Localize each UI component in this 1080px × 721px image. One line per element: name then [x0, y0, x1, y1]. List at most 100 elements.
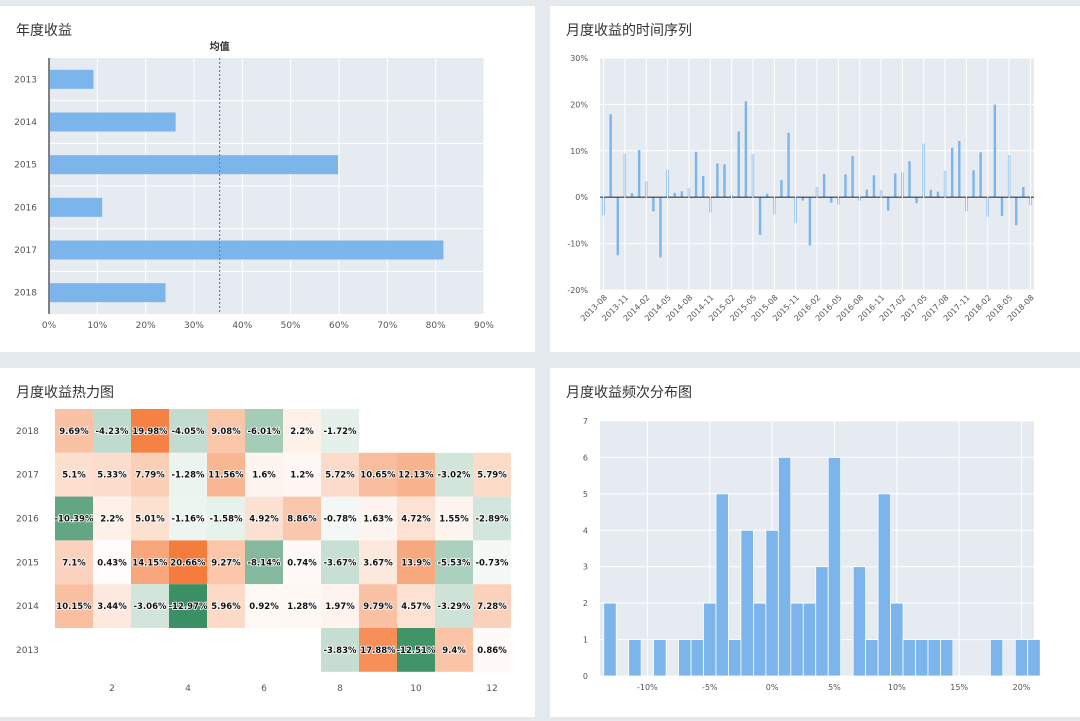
- month-bar: [609, 114, 612, 198]
- histogram-panel: 月度收益频次分布图 0 1 2 3 4 5 6 7 -10% -5% 0% 5% 10% 15% 20%: [550, 368, 1080, 717]
- heat-cell-label: 7.1%: [62, 558, 86, 568]
- month-bar: [659, 197, 662, 258]
- heat-cell: [473, 540, 511, 585]
- heat-cell: [283, 496, 321, 541]
- heat-cell: [207, 540, 245, 585]
- month-bar: [1022, 186, 1025, 198]
- histogram-bar: [877, 493, 891, 677]
- heat-cell: [245, 409, 283, 453]
- y-tick-label: -10%: [567, 240, 588, 249]
- heat-cell: [359, 496, 397, 541]
- heat-cell-label: 0.92%: [249, 602, 279, 612]
- histogram-bar: [1014, 639, 1029, 677]
- histogram-bar: [827, 457, 842, 677]
- month-bar: [680, 191, 684, 198]
- histogram-bar: [628, 639, 642, 677]
- heat-cell: [321, 496, 359, 541]
- heat-cell-label: -4.23%: [95, 427, 128, 437]
- month-bar: [673, 192, 676, 198]
- heat-cell-label: 4.92%: [249, 515, 279, 525]
- heat-cell-label: 11.56%: [208, 471, 244, 481]
- heat-cell: [435, 496, 473, 541]
- heat-cell-label: -6.01%: [247, 427, 280, 437]
- histogram-bar: [852, 566, 867, 677]
- y-tick-label: 30%: [570, 54, 588, 63]
- heat-cell-label: 5.72%: [325, 471, 355, 481]
- heat-cell-label: 5.1%: [62, 471, 86, 481]
- histogram-bar: [728, 639, 742, 677]
- x-tick-label: 8: [337, 684, 343, 694]
- histogram-bar: [690, 639, 704, 677]
- y-tick-label: 2: [583, 599, 588, 608]
- month-bar: [894, 173, 897, 198]
- heat-cell-label: 0.43%: [97, 558, 127, 568]
- heat-cell-label: 1.97%: [325, 602, 355, 612]
- heat-cell-label: 12.13%: [398, 471, 434, 481]
- heat-cell: [93, 452, 131, 497]
- heat-cell-label: 9.4%: [442, 646, 466, 656]
- y-tick-label: 2015: [14, 161, 37, 171]
- heat-cell: [245, 540, 283, 585]
- heat-cell: [359, 584, 397, 628]
- heat-cell: [321, 409, 359, 453]
- month-bar: [979, 152, 982, 198]
- heat-cell: [93, 540, 131, 585]
- month-bar: [865, 189, 869, 198]
- heat-cell-label: 2.2%: [100, 515, 124, 525]
- year-bar: [50, 283, 166, 303]
- heat-cell: [397, 496, 435, 541]
- heat-cell-label: 0.74%: [287, 558, 317, 568]
- x-tick-label: 0%: [42, 321, 57, 331]
- y-tick-label: 2017: [14, 246, 37, 256]
- x-tick-label: 20%: [136, 321, 156, 331]
- month-bar: [929, 189, 933, 198]
- heat-cell: [435, 628, 473, 672]
- heat-cell-label: -0.73%: [475, 558, 508, 568]
- x-tick-label: 80%: [426, 321, 446, 331]
- heat-cell: [435, 452, 473, 497]
- month-bar: [830, 197, 833, 203]
- heat-cell: [55, 496, 93, 541]
- heat-cell-label: -3.02%: [437, 471, 470, 481]
- y-tick-label: 7: [583, 417, 588, 426]
- x-tick-label: 30%: [184, 321, 204, 331]
- monthly-series-chart: 30%20%10%0%-10%-20%2013-082013-112014-02…: [567, 54, 1036, 323]
- heat-cell: [473, 452, 511, 497]
- month-bar: [765, 193, 769, 198]
- heat-cell: [321, 452, 359, 497]
- month-bar: [630, 193, 634, 198]
- heat-cell-label: -3.29%: [437, 602, 470, 612]
- x-tick-label: 6: [261, 684, 267, 694]
- month-bar: [950, 147, 954, 198]
- x-tick-label: 20%: [1013, 683, 1031, 692]
- month-bar: [1000, 197, 1004, 216]
- heat-cell-label: 1.28%: [287, 602, 317, 612]
- heat-cell: [283, 452, 321, 497]
- histogram-bar: [915, 639, 929, 677]
- heat-cell: [131, 452, 169, 497]
- year-bar: [50, 69, 94, 89]
- heat-cell: [435, 540, 473, 585]
- heat-cell: [55, 452, 93, 497]
- heat-cell-label: 0.86%: [477, 646, 507, 656]
- annual-returns-panel: 年度收益 0% 10% 20% 30% 40% 50% 60% 70% 80% 90% 2013 20…: [0, 6, 535, 352]
- histogram-bar: [765, 529, 779, 677]
- heat-cell-label: -10.39%: [55, 515, 94, 525]
- heat-cell: [359, 628, 397, 672]
- heat-cell-label: 7.79%: [135, 471, 165, 481]
- y-tick-label: 2013: [16, 646, 39, 656]
- heat-cell: [131, 409, 169, 453]
- x-tick-label: 70%: [377, 321, 397, 331]
- heat-cell: [435, 584, 473, 628]
- heat-cell-label: 14.15%: [132, 558, 168, 568]
- month-bar: [801, 197, 804, 201]
- histogram-bar: [890, 602, 904, 677]
- heat-cell: [169, 452, 207, 497]
- month-bar: [616, 197, 619, 256]
- month-bar: [744, 101, 748, 198]
- heat-cell-label: 1.55%: [439, 515, 469, 525]
- month-bar: [723, 164, 726, 198]
- x-tick-label: 90%: [474, 321, 494, 331]
- y-tick-label: 2014: [14, 118, 37, 128]
- month-bar: [701, 175, 705, 198]
